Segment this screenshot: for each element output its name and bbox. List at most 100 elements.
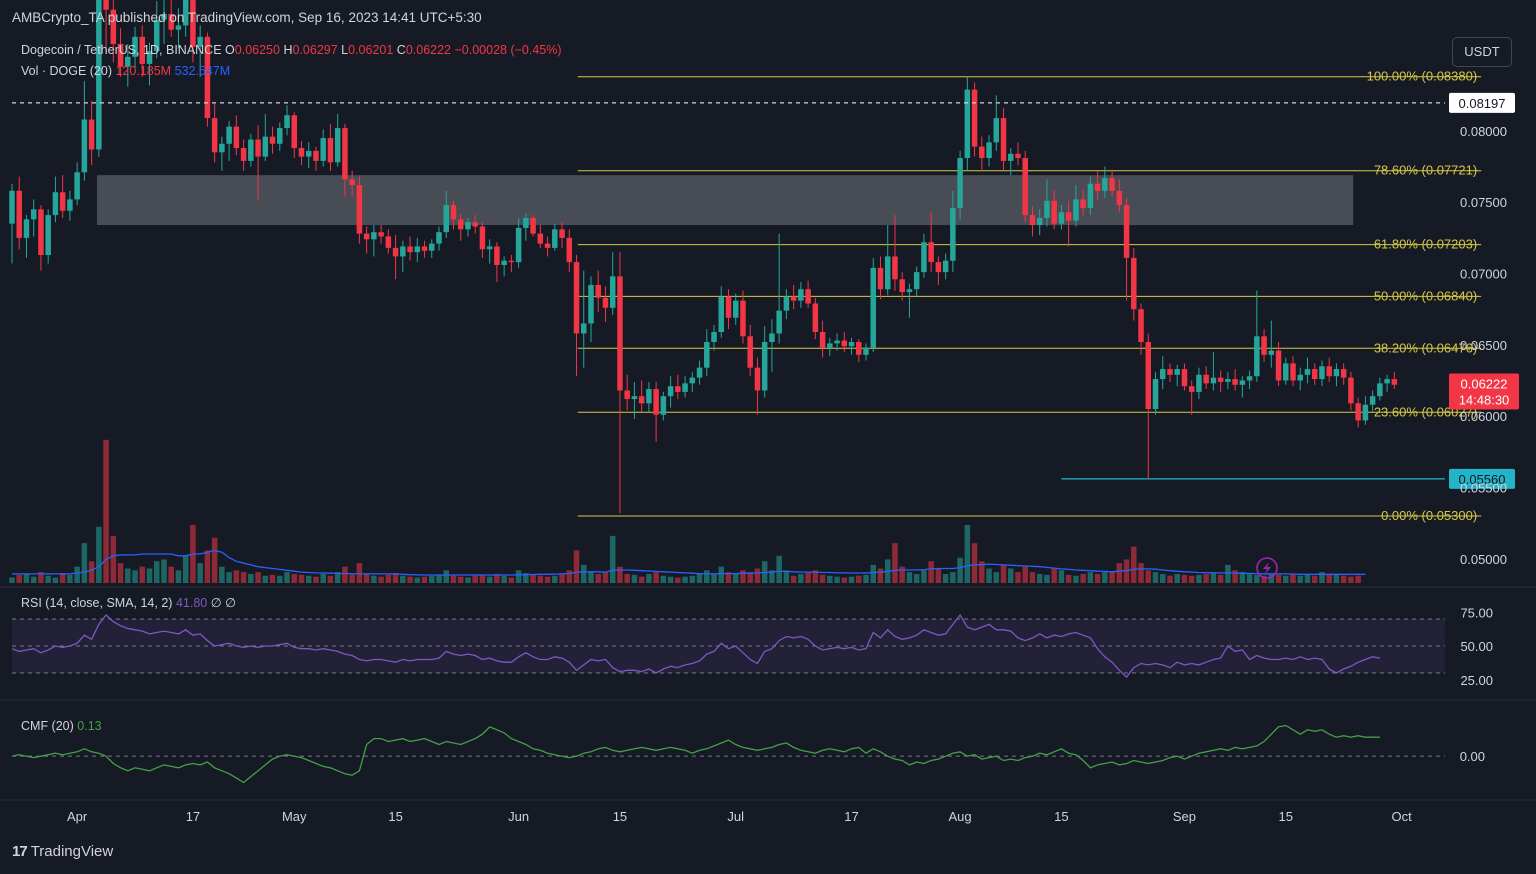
candle-body [1102,177,1108,191]
time-axis[interactable]: Apr 17 May 15 Jun 15 Jul 17 Aug 15 Sep 15 Oct [67,809,1412,824]
supply-zone [97,175,1354,226]
price-lines [12,102,1445,480]
volume-bar [1210,572,1217,583]
currency-button[interactable]: USDT [1452,37,1512,67]
volume-bar [486,576,493,583]
candle-body [653,389,659,415]
symbol-name[interactable]: Dogecoin / TetherUS, 1D, BINANCE [21,43,222,57]
candle-body [1377,383,1383,397]
cmf-pane [11,724,1445,784]
cmf-legend[interactable]: CMF (20) 0.13 [21,719,102,733]
rsi-extra-value: ∅ [225,596,236,610]
candle-body [342,128,348,180]
volume-bar [566,570,573,583]
volume-bar [320,573,326,583]
volume-bar [168,566,174,583]
candle-body [1297,374,1304,381]
candle-body [305,150,312,157]
candle-body [754,367,761,391]
volume-bar [450,575,457,583]
candle-body [588,284,594,324]
volume-bar [378,576,384,583]
candle-body [747,336,753,368]
candle-body [892,256,898,280]
volume-bar [1297,575,1304,583]
volume-bar [248,573,254,583]
volume-bar [776,555,782,583]
x-tick-label: Aug [949,809,972,824]
volume-legend[interactable]: Vol · DOGE (20) 120.185M 532.547M [21,64,230,78]
candle-body [1051,200,1057,224]
y-tick-label: 0.07000 [1460,267,1507,282]
candle-body [1268,350,1275,355]
candle-body [631,396,638,400]
candle-body [190,0,196,47]
volume-bar [986,568,992,583]
grid-lines [0,586,1536,801]
volume-bar [110,535,117,583]
volume-bars [9,439,1366,583]
cmf-value: 0.13 [77,719,102,733]
candle-body [139,36,146,64]
candle-body [1232,379,1238,385]
volume-bar [935,568,942,583]
volume-bar [913,573,920,583]
rsi-legend[interactable]: RSI (14, close, SMA, 14, 2) 41.80 ∅ ∅ [21,595,236,610]
volume-bar [1087,572,1094,583]
candle-body [667,386,674,397]
candle-body [805,289,811,304]
candle-body [1254,336,1260,377]
volume-bar [67,574,73,583]
lightning-icon[interactable] [1256,557,1278,579]
volume-bar [1029,572,1036,583]
volume-bar [1181,574,1188,583]
volume-bar [1319,572,1325,583]
candle-body [327,138,334,163]
volume-bar [139,566,146,583]
candle-body [182,0,189,26]
candle-body [957,158,963,208]
candle-body [52,192,59,216]
current-price-text: 0.06222 [1461,376,1508,391]
open-value: 0.06250 [234,43,280,57]
candle-body [1008,153,1014,161]
volume-bar [660,575,667,583]
volume-bar [1015,572,1021,583]
candle-body [921,242,927,273]
candle-body [211,118,218,153]
volume-bar [1275,574,1282,583]
volume-bar [1051,568,1057,583]
volume-bar [414,577,421,583]
candle-body [16,190,22,238]
volume-bar [269,574,276,583]
volume-bar [1036,573,1043,583]
candle-body [45,215,51,256]
candle-body [1080,199,1086,208]
candle-body [515,227,522,263]
tradingview-logo[interactable]: 17 TradingView [12,843,113,860]
volume-bar [819,574,826,583]
volume-bar [899,566,905,583]
volume-bar [153,561,160,583]
candle-body [1210,377,1217,384]
volume-bar [132,570,138,583]
volume-bar [349,574,355,583]
candle-body [1116,190,1123,206]
candle-body [544,243,551,248]
candle-body [197,36,203,47]
close-label: C [396,43,406,57]
volume-bar [631,574,638,583]
volume-bar [718,566,725,583]
volume-bar [74,566,80,583]
candle-body [392,247,399,257]
candle-body [704,341,710,368]
volume-bar [371,575,377,583]
volume-bar [494,573,500,583]
volume-bar [1290,573,1296,583]
volume-bar [204,550,211,583]
volume-bar [602,572,609,583]
y-tick-label: 0.06000 [1460,409,1507,424]
candle-body [660,396,667,415]
